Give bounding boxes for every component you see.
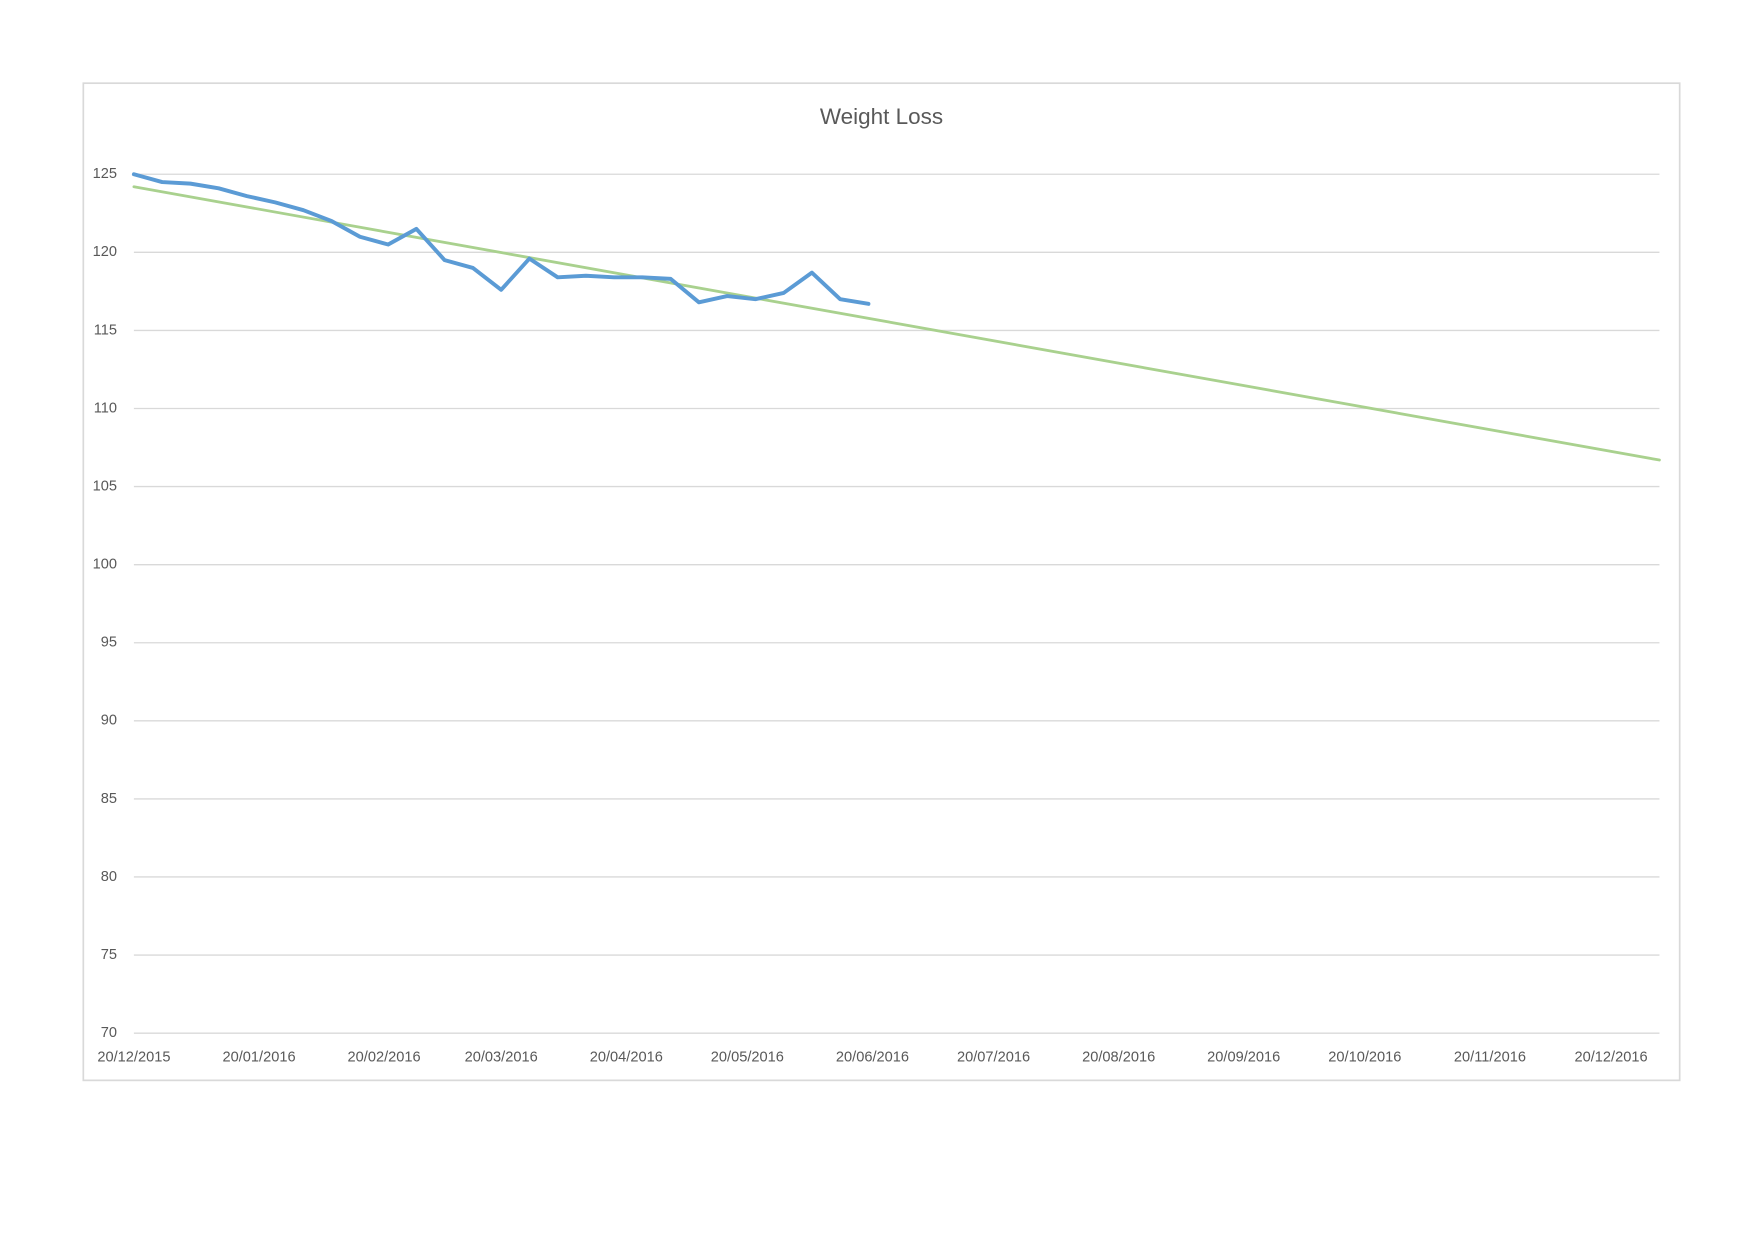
data-line: [131, 172, 871, 306]
x-tick-label: 20/08/2016: [1082, 1050, 1155, 1066]
y-tick-label: 75: [101, 947, 117, 963]
x-tick-label: 20/06/2016: [836, 1050, 909, 1066]
x-tick-label: 20/12/2016: [1574, 1050, 1647, 1066]
x-tick-label: 20/02/2016: [348, 1050, 421, 1066]
y-tick-label: 120: [93, 244, 117, 260]
y-tick-label: 70: [101, 1025, 117, 1041]
x-tick-label: 20/03/2016: [465, 1050, 538, 1066]
x-tick-label: 20/09/2016: [1207, 1050, 1280, 1066]
y-tick-label: 125: [93, 166, 117, 182]
y-tick-label: 110: [94, 400, 117, 416]
y-tick-label: 95: [101, 635, 117, 651]
data-line: [132, 185, 1661, 462]
x-tick-label: 20/11/2016: [1454, 1050, 1526, 1066]
y-tick-label: 85: [101, 791, 117, 807]
x-tick-label: 20/12/2015: [97, 1050, 170, 1066]
x-tick-label: 20/07/2016: [957, 1050, 1030, 1066]
x-tick-label: 20/01/2016: [222, 1050, 295, 1066]
y-tick-label: 115: [94, 322, 117, 338]
y-tick-label: 105: [93, 478, 117, 494]
y-tick-label: 90: [101, 713, 117, 729]
x-tick-label: 20/05/2016: [711, 1050, 784, 1066]
y-tick-label: 80: [101, 869, 117, 885]
y-tick-label: 100: [93, 557, 117, 573]
chart-title: Weight Loss: [820, 104, 943, 129]
chart-area: [82, 82, 1681, 1082]
x-tick-label: 20/04/2016: [590, 1050, 663, 1066]
x-tick-label: 20/10/2016: [1328, 1050, 1401, 1066]
